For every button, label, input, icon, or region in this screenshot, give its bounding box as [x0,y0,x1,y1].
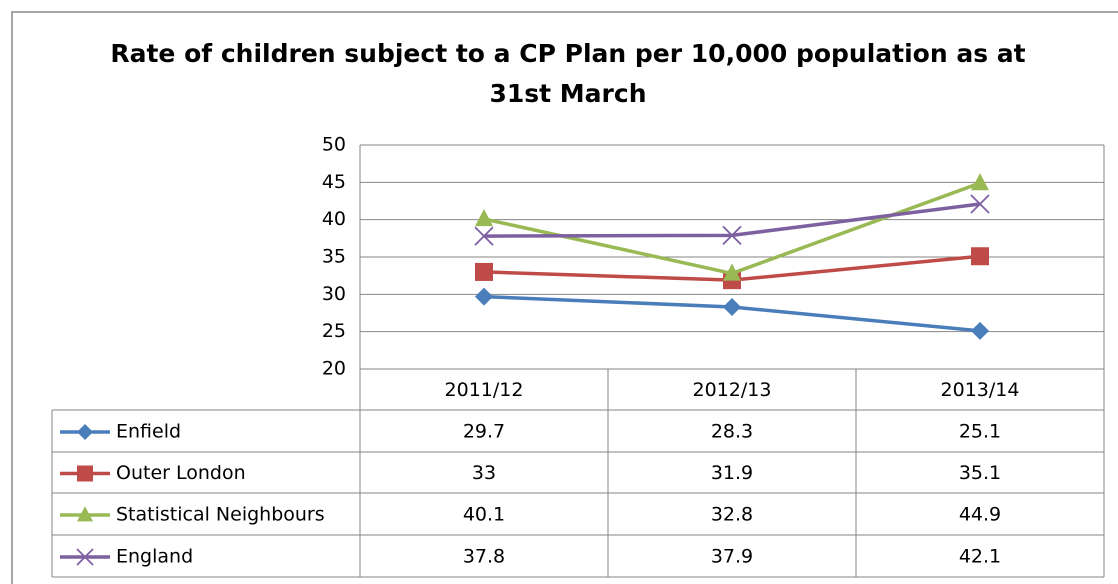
table-value: 37.9 [711,546,753,568]
table-value: 25.1 [959,421,1001,443]
y-tick-label: 30 [322,283,346,305]
marker [474,226,494,246]
marker [723,298,741,317]
marker [475,262,493,281]
marker [722,225,742,245]
table-value: 40.1 [463,504,505,526]
marker [971,247,989,266]
y-tick-label: 20 [322,358,346,380]
marker [77,424,93,440]
x-tick-label: 2012/13 [693,379,772,401]
table-value: 33 [472,462,496,484]
table-value: 29.7 [463,421,505,443]
y-tick-label: 25 [322,320,346,342]
marker [77,465,93,482]
chart-title: 31st March [489,79,646,108]
x-tick-label: 2013/14 [941,379,1020,401]
table-value: 28.3 [711,421,753,443]
table-value: 35.1 [959,462,1001,484]
table-value: 42.1 [959,546,1001,568]
y-tick-label: 45 [322,171,346,193]
legend-label: Enfield [116,421,181,443]
marker [971,173,989,191]
table-value: 32.8 [711,504,753,526]
legend-label: Statistical Neighbours [116,504,325,526]
chart-title: Rate of children subject to a CP Plan pe… [110,39,1025,68]
marker [475,287,493,306]
marker [77,506,93,522]
chart-border [11,11,1118,584]
marker [723,263,741,281]
legend-label: Outer London [116,462,246,484]
series-line [483,181,981,276]
legend-label: England [116,546,193,568]
table-value: 37.8 [463,546,505,568]
table-value: 31.9 [711,462,753,484]
y-tick-label: 50 [322,134,346,156]
y-tick-label: 35 [322,246,346,268]
marker [475,209,493,227]
marker [970,194,990,214]
table-value: 44.9 [959,504,1001,526]
y-tick-label: 40 [322,208,346,230]
marker [76,548,94,566]
marker [971,321,989,340]
x-tick-label: 2011/12 [445,379,524,401]
